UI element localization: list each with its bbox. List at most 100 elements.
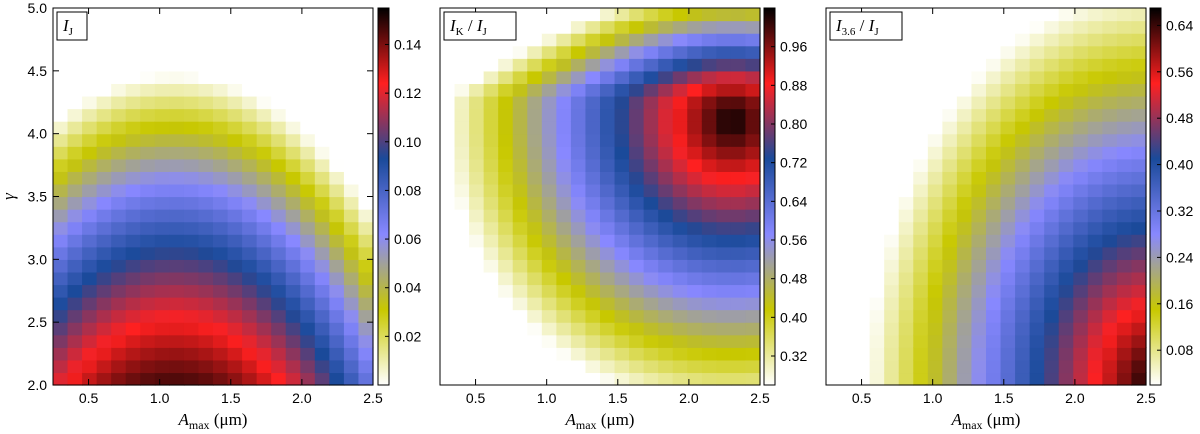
heatmap-cell [198,58,214,72]
heatmap-cell [1029,158,1045,172]
heatmap-cell [1131,347,1147,361]
heatmap-cell [154,322,170,336]
heatmap-cell [855,372,871,386]
heatmap-cell [527,108,543,122]
heatmap-cell [329,58,345,72]
heatmap-cell [96,209,112,223]
heatmap-cell [498,334,514,348]
heatmap-cell [869,372,885,386]
heatmap-cell [585,359,601,374]
heatmap-cell [701,372,717,386]
heatmap-cell [242,58,258,72]
heatmap-cell [227,322,243,336]
heatmap-cell [343,196,360,210]
heatmap-cell [343,8,360,22]
heatmap-cell [1058,259,1074,273]
heatmap-cell [183,20,200,34]
heatmap-cell [169,121,185,135]
heatmap-cell [614,45,630,59]
heatmap-cell [53,297,69,311]
heatmap-cell [82,209,98,223]
heatmap-cell [971,20,987,34]
heatmap-cell [570,58,587,72]
heatmap-cell [483,133,499,147]
heatmap-cell [971,259,987,273]
heatmap-cell [154,196,170,210]
heatmap-cell [285,209,301,223]
heatmap-cell [213,108,229,122]
heatmap-cell [1058,121,1074,135]
heatmap-cell [67,70,83,84]
heatmap-cell [227,171,243,185]
heatmap-cell [730,95,747,110]
heatmap-cell [154,259,170,273]
heatmap-cell [96,259,112,273]
heatmap-cell [343,221,360,235]
heatmap-cell [556,146,572,160]
heatmap-cell [701,271,717,286]
y-axis-label: γ [0,192,18,200]
heatmap-cell [454,121,470,135]
heatmap-cell [541,334,557,348]
heatmap-cell [1058,8,1074,22]
heatmap-cell [716,8,732,22]
x-tick-label: 1.0 [150,390,170,406]
heatmap-cell [440,95,456,110]
heatmap-cell [527,271,543,286]
heatmap-cell [600,297,616,311]
heatmap-cell [629,297,645,311]
heatmap-cell [745,196,761,210]
heatmap-cell [242,33,258,47]
heatmap-cell [585,372,601,386]
heatmap-cell [140,334,156,348]
heatmap-cell [285,359,301,374]
heatmap-cell [956,271,973,286]
heatmap-cell [541,133,557,147]
heatmap-cell [1102,284,1118,298]
heatmap-cell [1131,20,1147,34]
heatmap-cell [343,209,360,223]
heatmap-cell [1029,271,1045,286]
heatmap-cell [986,309,1002,323]
heatmap-cell [82,246,98,260]
heatmap-cell [826,246,842,260]
heatmap-cell [556,70,572,84]
heatmap-cell [67,259,83,273]
heatmap-cell [1000,171,1016,185]
heatmap-cell [213,297,229,311]
heatmap-cell [469,297,485,311]
heatmap-cell [1029,83,1045,97]
heatmap-cell [1044,347,1060,361]
heatmap-cell [927,95,943,110]
heatmap-cell [1087,133,1103,147]
heatmap-cell [183,209,200,223]
heatmap-cell [169,33,185,47]
heatmap-cell [927,359,943,374]
heatmap-cell [1044,83,1060,97]
heatmap-cell [745,20,761,34]
heatmap-cell [614,20,630,34]
heatmap-cell [658,259,674,273]
heatmap-cell [927,284,943,298]
heatmap-cell [600,158,616,172]
heatmap-cell [826,70,842,84]
heatmap-cell [169,83,185,97]
heatmap-cell [913,234,929,248]
heatmap-cell [96,334,112,348]
heatmap-cell [658,284,674,298]
heatmap-cell [140,196,156,210]
heatmap-cell [855,209,871,223]
heatmap-cell [125,221,141,235]
heatmap-cell [329,334,345,348]
heatmap-cell [942,372,958,386]
heatmap-cell [971,322,987,336]
heatmap-cell [629,45,645,59]
heatmap-cell [570,372,587,386]
heatmap-cell [658,45,674,59]
heatmap-cell [140,33,156,47]
heatmap-cell [556,221,572,235]
heatmap-cell [271,259,287,273]
heatmap-cell [256,297,272,311]
heatmap-cell [483,146,499,160]
